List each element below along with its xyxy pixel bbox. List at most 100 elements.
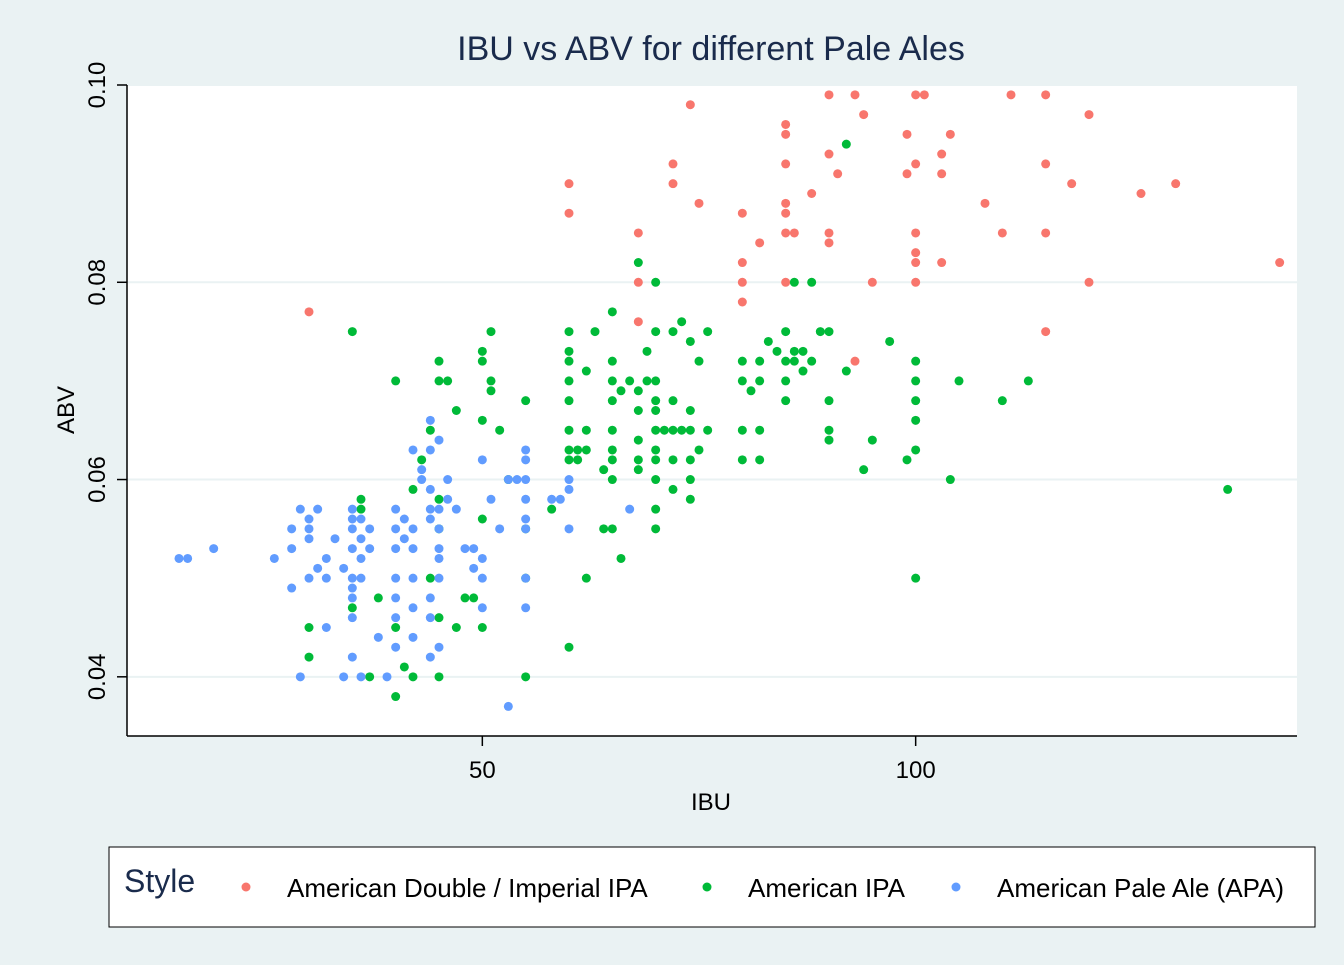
data-point [772,346,782,356]
data-point [356,573,366,583]
data-point [919,90,929,100]
data-point [841,139,851,149]
data-point [911,573,921,583]
data-point [486,386,496,396]
data-point [356,553,366,563]
data-point [685,425,695,435]
data-point [685,100,695,110]
data-point [651,327,661,337]
data-point [469,563,479,573]
data-point [668,179,678,189]
data-point [1006,90,1016,100]
data-point [668,425,678,435]
data-point [911,90,921,100]
data-point [304,623,314,632]
data-point [607,455,617,465]
data-point [633,258,643,268]
data-point [347,652,357,662]
data-point [997,396,1007,406]
data-point [737,208,747,218]
data-point [356,672,366,682]
data-point [382,672,392,682]
data-point [391,544,401,554]
data-point [1171,179,1181,189]
data-point [668,159,678,169]
data-point [651,396,661,406]
data-point [521,396,531,406]
data-point [911,159,921,169]
data-point [937,149,947,159]
data-point [633,455,643,465]
data-point [911,356,921,366]
data-point [997,228,1007,238]
data-point [408,672,418,682]
data-point [347,613,357,623]
y-tick-label-1: 0.06 [84,456,111,503]
data-point [564,356,574,366]
chart-title: IBU vs ABV for different Pale Ales [457,30,965,68]
data-point [902,455,912,465]
data-point [781,327,791,337]
data-point [408,544,418,554]
data-point [625,376,635,386]
legend-marker-2 [951,882,961,892]
data-point [373,593,383,603]
data-point [945,129,955,139]
data-point [477,356,487,366]
data-point [789,277,799,287]
data-point [347,583,357,593]
data-point [521,455,531,465]
data-point [347,603,357,613]
data-point [859,465,869,475]
data-point [304,307,314,317]
data-point [564,346,574,356]
data-point [694,356,704,366]
data-point [391,593,401,603]
data-point [434,524,444,534]
data-point [590,327,600,337]
data-point [1275,258,1285,268]
data-point [417,455,427,465]
data-point [651,425,661,435]
data-point [347,514,357,524]
data-point [503,475,513,485]
data-point [347,593,357,603]
data-point [408,524,418,534]
data-point [434,642,444,652]
data-point [408,484,418,494]
x-axis-label: IBU [691,789,731,816]
data-point [469,544,479,554]
data-point [1084,110,1094,120]
data-point [607,445,617,455]
data-point [365,672,375,682]
data-point [460,544,470,554]
data-point [737,425,747,435]
data-point [417,475,427,485]
y-tick-label-3: 0.10 [84,62,111,109]
data-point [911,415,921,425]
data-point [824,228,834,238]
data-point [980,198,990,208]
data-point [659,425,669,435]
data-point [425,425,435,435]
data-point [755,356,765,366]
data-point [521,573,531,583]
x-tick-label-0: 50 [469,757,496,784]
data-point [668,327,678,337]
data-point [607,307,617,317]
data-point [425,445,435,455]
data-point [477,514,487,524]
data-point [824,425,834,435]
data-point [1084,277,1094,287]
data-point [434,435,444,445]
data-point [911,445,921,455]
data-point [798,366,808,376]
data-point [408,603,418,613]
data-point [304,514,314,524]
data-point [824,327,834,337]
data-point [824,149,834,159]
data-point [564,524,574,534]
data-point [737,277,747,287]
data-point [607,376,617,386]
data-point [451,406,461,415]
